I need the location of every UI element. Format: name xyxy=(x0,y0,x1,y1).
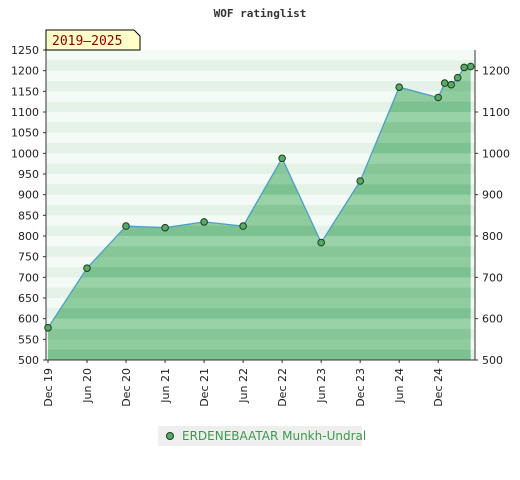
data-point xyxy=(356,177,365,185)
data-point xyxy=(122,222,130,230)
y-tick-right: 500 xyxy=(482,354,503,367)
x-axis: Dec 19 Jun 20 Dec 20 Jun 21 Dec 21 Jun 22 Dec … xyxy=(42,360,445,407)
data-point xyxy=(161,223,169,232)
data-point xyxy=(44,324,52,332)
legend-marker xyxy=(166,432,174,440)
x-tick-label: Dec 23 xyxy=(354,368,367,407)
period-badge-text: 2019–2025 xyxy=(52,34,122,49)
y-tick-left: 1150 xyxy=(11,85,39,98)
y-axis-left: 500 550 600 650 700 750 800 850 900 950 1000 1050 11… xyxy=(11,44,46,367)
legend: ERDENEBAATAR Munkh-Undral xyxy=(158,426,366,446)
x-tick-label: Jun 24 xyxy=(393,368,406,404)
data-point xyxy=(460,63,469,72)
y-tick-left: 1050 xyxy=(11,127,39,140)
data-point xyxy=(440,79,449,87)
data-point xyxy=(200,218,208,226)
data-point xyxy=(239,222,247,230)
y-tick-left: 600 xyxy=(18,313,39,326)
y-tick-left: 1100 xyxy=(11,106,39,119)
y-tick-left: 800 xyxy=(18,230,39,243)
data-point xyxy=(83,264,91,273)
y-tick-left: 750 xyxy=(18,251,39,264)
y-tick-left: 950 xyxy=(18,168,39,181)
series-line xyxy=(47,65,471,329)
axes xyxy=(45,50,476,361)
chart-title: WOF ratinglist xyxy=(214,7,307,20)
y-tick-left: 700 xyxy=(18,271,39,284)
y-tick-right: 600 xyxy=(482,313,503,326)
y-tick-right: 700 xyxy=(482,271,503,284)
y-tick-left: 1000 xyxy=(11,147,39,160)
data-point xyxy=(278,154,286,163)
y-tick-left: 500 xyxy=(18,354,39,367)
y-tick-left: 550 xyxy=(18,333,39,346)
x-tick-label: Jun 20 xyxy=(81,368,94,404)
x-tick-label: Dec 21 xyxy=(198,368,211,407)
data-point xyxy=(317,238,326,247)
x-tick-label: Dec 22 xyxy=(276,368,289,407)
data-point xyxy=(466,62,475,71)
y-tick-left: 1200 xyxy=(11,65,39,78)
y-tick-left: 1250 xyxy=(11,44,39,57)
period-badge: 2019–2025 xyxy=(45,29,141,51)
y-tick-right: 900 xyxy=(482,189,503,202)
y-axis-right: 500 600 700 800 900 1000 1100 1200 xyxy=(475,65,510,367)
x-tick-label: Jun 22 xyxy=(237,368,250,404)
legend-label: ERDENEBAATAR Munkh-Undral xyxy=(182,429,366,443)
y-tick-left: 650 xyxy=(18,292,39,305)
x-tick-label: Dec 19 xyxy=(42,368,55,407)
x-tick-label: Dec 20 xyxy=(120,368,133,407)
data-point xyxy=(395,83,404,91)
x-tick-label: Dec 24 xyxy=(432,368,445,407)
y-tick-left: 850 xyxy=(18,209,39,222)
y-tick-right: 1100 xyxy=(482,106,510,119)
data-point xyxy=(434,93,443,102)
y-tick-right: 800 xyxy=(482,230,503,243)
y-tick-left: 900 xyxy=(18,189,39,202)
y-tick-right: 1000 xyxy=(482,147,510,160)
data-point xyxy=(453,73,462,82)
data-point xyxy=(447,80,456,89)
x-tick-label: Jun 23 xyxy=(315,368,328,404)
y-tick-right: 1200 xyxy=(482,65,510,78)
data-markers xyxy=(44,62,475,332)
x-tick-label: Jun 21 xyxy=(159,368,172,404)
